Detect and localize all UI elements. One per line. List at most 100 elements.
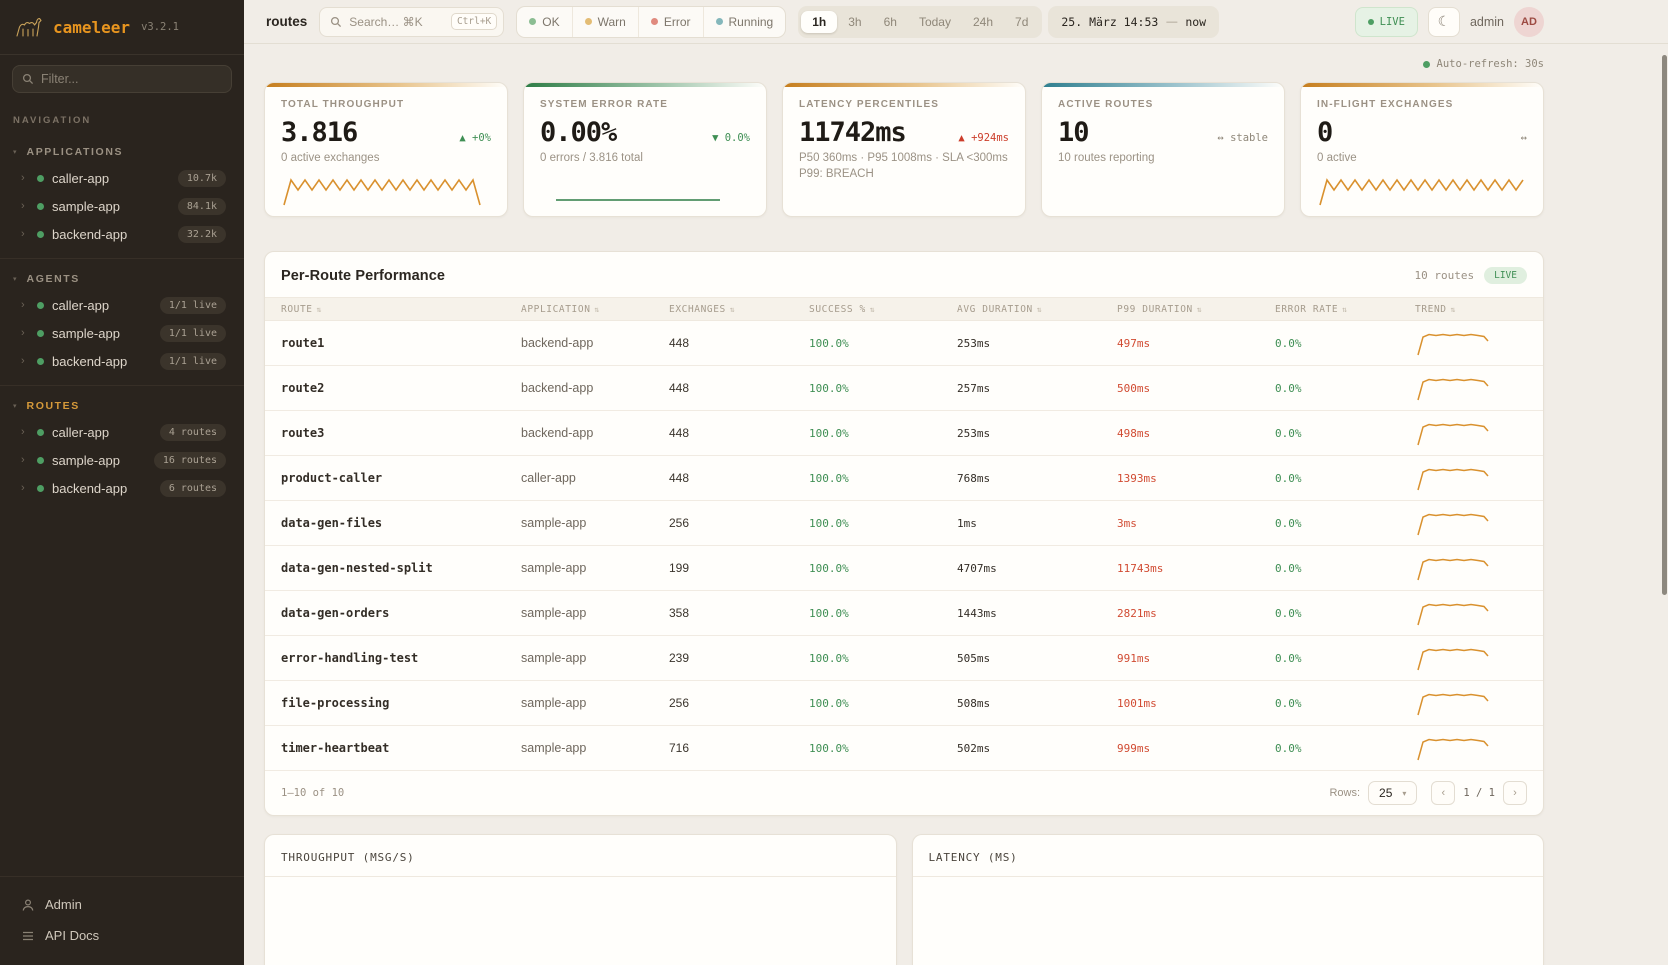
- sidebar-item-badge: 1/1 live: [159, 324, 226, 342]
- column-header-avg-duration[interactable]: AVG DURATION ⇅: [957, 303, 1043, 315]
- trend-sparkline: [1415, 643, 1527, 673]
- page-title: routes: [266, 14, 308, 29]
- sidebar-filter[interactable]: [12, 65, 232, 93]
- table-row[interactable]: route1 backend-app 448 100.0% 253ms 497m…: [265, 321, 1543, 366]
- page-scrollbar[interactable]: [1662, 55, 1667, 595]
- next-page-button[interactable]: ›: [1503, 781, 1527, 805]
- status-filter-chip[interactable]: OK: [517, 7, 571, 37]
- sidebar-item-agent[interactable]: › backend-app 1/1 live: [0, 347, 244, 375]
- table-row[interactable]: data-gen-orders sample-app 358 100.0% 14…: [265, 591, 1543, 636]
- status-dot-icon: [37, 329, 44, 337]
- table-row[interactable]: timer-heartbeat sample-app 716 100.0% 50…: [265, 726, 1543, 771]
- status-dot-icon: [37, 230, 44, 238]
- cell-exchanges: 448: [669, 471, 690, 485]
- admin-link[interactable]: Admin: [0, 889, 244, 920]
- date-label: 25. März 14:53: [1061, 14, 1159, 29]
- sidebar-item-route-app[interactable]: › backend-app 6 routes: [0, 474, 244, 502]
- table-row[interactable]: error-handling-test sample-app 239 100.0…: [265, 636, 1543, 681]
- search-icon: [330, 16, 342, 28]
- theme-toggle-button[interactable]: ☾: [1427, 6, 1460, 37]
- global-search-input[interactable]: [349, 14, 444, 29]
- sidebar-footer: Admin API Docs: [0, 876, 244, 965]
- sidebar-item-agent[interactable]: › sample-app 1/1 live: [0, 319, 244, 347]
- cell-avg-duration: 1ms: [957, 516, 977, 530]
- cell-avg-duration: 4707ms: [957, 561, 997, 575]
- kpi-subtext: 10 routes reporting: [1058, 152, 1155, 164]
- trend-sparkline: [1415, 553, 1527, 583]
- status-filter-chip[interactable]: Running: [702, 6, 786, 37]
- sidebar-filter-input[interactable]: [41, 72, 222, 86]
- status-dot-icon: [529, 18, 537, 25]
- chevron-right-icon: ›: [21, 355, 25, 367]
- global-search[interactable]: Ctrl+K: [319, 6, 505, 37]
- kpi-label: TOTAL THROUGHPUT: [281, 99, 405, 110]
- cell-p99-duration: 3ms: [1117, 516, 1137, 530]
- sidebar-item-route-app[interactable]: › caller-app 4 routes: [0, 418, 244, 446]
- chevron-right-icon: ›: [21, 299, 25, 311]
- cell-route: data-gen-nested-split: [281, 561, 433, 575]
- column-header-p99-duration[interactable]: P99 DURATION ⇅: [1117, 303, 1203, 315]
- sidebar-item-application[interactable]: › backend-app 32.2k: [0, 220, 244, 248]
- sidebar-item-application[interactable]: › sample-app 84.1k: [0, 192, 244, 220]
- time-range-button[interactable]: 24h: [962, 11, 1004, 33]
- status-dot-icon: [37, 428, 44, 436]
- brand-header: cameleer v3.2.1: [0, 0, 244, 55]
- sidebar-item-route-app[interactable]: › sample-app 16 routes: [0, 446, 244, 474]
- status-filter-chip[interactable]: Error: [637, 6, 703, 37]
- table-row[interactable]: data-gen-files sample-app 256 100.0% 1ms…: [265, 501, 1543, 546]
- cell-route: product-caller: [281, 471, 383, 485]
- cell-avg-duration: 257ms: [957, 381, 991, 395]
- trend-sparkline: [1415, 733, 1527, 763]
- trend-sparkline: [1415, 598, 1527, 628]
- column-header-trend[interactable]: TREND ⇅: [1415, 303, 1457, 315]
- table-row[interactable]: product-caller caller-app 448 100.0% 768…: [265, 456, 1543, 501]
- caret-down-icon: ▾: [13, 403, 17, 410]
- nav-group-agents: ▾ AGENTS › caller-app 1/1 live › sample-…: [0, 258, 244, 385]
- column-header-success[interactable]: SUCCESS % ⇅: [809, 303, 876, 315]
- kpi-subtext: 0 active: [1317, 152, 1357, 164]
- trend-sparkline: [1415, 508, 1527, 538]
- rows-per-page-value: 25: [1379, 786, 1393, 800]
- group-header-agents[interactable]: ▾ AGENTS: [0, 267, 244, 291]
- cell-success: 100.0%: [809, 516, 849, 530]
- time-range-button[interactable]: 7d: [1004, 11, 1039, 33]
- column-header-application[interactable]: APPLICATION ⇅: [521, 303, 600, 315]
- live-badge[interactable]: LIVE: [1354, 6, 1418, 37]
- group-label: APPLICATIONS: [26, 146, 124, 158]
- status-dot-icon: [37, 484, 44, 492]
- status-dot-icon: [37, 202, 44, 210]
- cell-success: 100.0%: [809, 651, 849, 665]
- column-header-route[interactable]: ROUTE ⇅: [281, 303, 323, 315]
- status-filter-group: OK Warn Error Running: [516, 5, 787, 38]
- status-dot-icon: [715, 18, 723, 25]
- sidebar-item-application[interactable]: › caller-app 10.7k: [0, 164, 244, 192]
- prev-page-button[interactable]: ‹: [1431, 781, 1456, 805]
- sidebar-item-agent[interactable]: › caller-app 1/1 live: [0, 291, 244, 319]
- table-row[interactable]: route2 backend-app 448 100.0% 257ms 500m…: [265, 366, 1543, 411]
- brand-version: v3.2.1: [141, 21, 179, 33]
- column-header-error-rate[interactable]: ERROR RATE ⇅: [1275, 303, 1348, 315]
- table-row[interactable]: file-processing sample-app 256 100.0% 50…: [265, 681, 1543, 726]
- time-range-button[interactable]: 6h: [873, 11, 908, 33]
- kpi-value: 3.816: [281, 117, 358, 148]
- navigation-label: NAVIGATION: [13, 115, 92, 126]
- kpi-accent: [1042, 83, 1284, 87]
- column-header-exchanges[interactable]: EXCHANGES ⇅: [669, 303, 736, 315]
- nav-group-applications: ▾ APPLICATIONS › caller-app 10.7k › samp…: [0, 132, 244, 258]
- group-header-applications[interactable]: ▾ APPLICATIONS: [0, 140, 244, 164]
- table-header-row: ROUTE ⇅ APPLICATION ⇅ EXCHANGES ⇅ SUCCESS %…: [265, 297, 1543, 321]
- api-docs-link[interactable]: API Docs: [0, 920, 244, 951]
- table-row[interactable]: route3 backend-app 448 100.0% 253ms 498m…: [265, 411, 1543, 456]
- time-window-display[interactable]: 25. März 14:53 — now: [1048, 5, 1220, 38]
- avatar[interactable]: AD: [1514, 6, 1544, 37]
- table-row[interactable]: data-gen-nested-split sample-app 199 100…: [265, 546, 1543, 591]
- group-header-routes[interactable]: ▾ ROUTES: [0, 394, 244, 418]
- time-range-button[interactable]: 3h: [837, 11, 872, 33]
- time-range-button[interactable]: 1h: [801, 10, 838, 33]
- sort-icon: ⇅: [1036, 304, 1043, 314]
- sidebar-item-label: backend-app: [52, 226, 128, 242]
- cell-avg-duration: 505ms: [957, 651, 991, 665]
- status-filter-chip[interactable]: Warn: [571, 6, 638, 37]
- rows-per-page-select[interactable]: 25 ▾: [1368, 781, 1418, 805]
- time-range-button[interactable]: Today: [908, 11, 962, 33]
